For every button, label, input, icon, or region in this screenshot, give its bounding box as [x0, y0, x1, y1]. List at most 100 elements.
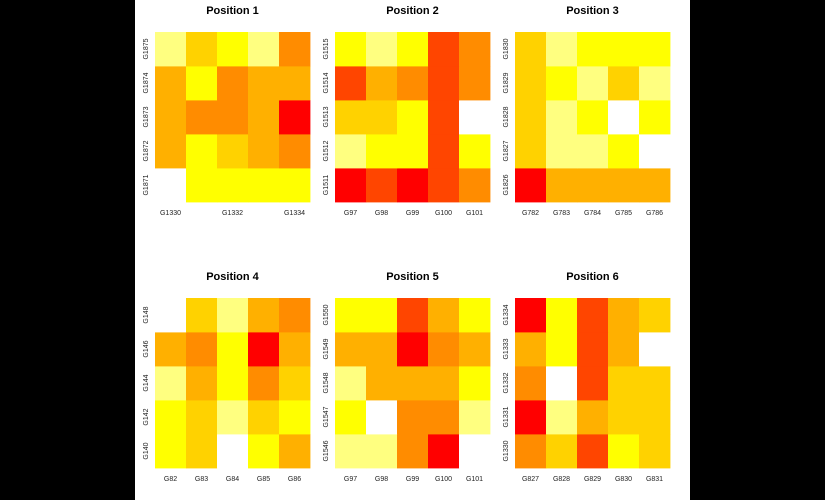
- heatmap-cell: [515, 100, 547, 135]
- heatmap-cell: [217, 66, 249, 101]
- heatmap-cell: [186, 134, 218, 169]
- heatmap-cell: [397, 66, 429, 101]
- y-tick-label: G1549: [323, 338, 330, 359]
- x-tick-label: G828: [553, 476, 570, 483]
- y-tick-label: G1873: [143, 106, 150, 127]
- heatmap-cell: [459, 332, 491, 367]
- heatmap-cell: [608, 366, 640, 401]
- y-tick-label: G1872: [143, 140, 150, 161]
- panel-title: Position 3: [566, 5, 619, 17]
- y-tick-label: G1546: [323, 440, 330, 461]
- heatmap-cell: [248, 434, 280, 469]
- panel-title: Position 2: [386, 5, 439, 17]
- heatmap-cell: [515, 332, 547, 367]
- x-tick-label: G1330: [160, 210, 181, 217]
- heatmap-cell: [639, 168, 671, 203]
- heatmap-cell: [155, 168, 187, 203]
- heatmap-cell: [186, 66, 218, 101]
- heatmap-cell: [186, 100, 218, 135]
- x-tick-label: G1332: [222, 210, 243, 217]
- heatmap-cell: [279, 32, 311, 67]
- heatmap-cell: [546, 332, 578, 367]
- heatmap-cell: [155, 366, 187, 401]
- heatmap-cell: [608, 298, 640, 333]
- heatmap-cell: [577, 100, 609, 135]
- heatmap-cell: [335, 168, 367, 203]
- heatmap-cell: [366, 134, 398, 169]
- heatmap-cell: [279, 100, 311, 135]
- heatmap-cell: [397, 298, 429, 333]
- heatmap-figure: Position 1 G1330 G1332 G1334 G1871 G1872 G1873…: [143, 5, 671, 483]
- y-tick-label: G1871: [143, 174, 150, 195]
- heatmap-cell: [397, 32, 429, 67]
- heatmap-cell: [546, 66, 578, 101]
- heatmap-cell: [546, 434, 578, 469]
- heatmap-cell: [397, 434, 429, 469]
- heatmap-cell: [608, 434, 640, 469]
- y-tick-label: G148: [143, 306, 150, 323]
- heatmap-cell: [428, 134, 460, 169]
- heatmap-cell: [155, 332, 187, 367]
- x-tick-label: G829: [584, 476, 601, 483]
- heatmap-cell: [248, 100, 280, 135]
- heatmap-cell: [428, 400, 460, 435]
- heatmap-cell: [459, 100, 491, 135]
- heatmap-cell: [186, 298, 218, 333]
- heatmap-cell: [217, 32, 249, 67]
- heatmap-cell: [397, 332, 429, 367]
- heatmap-cell: [248, 168, 280, 203]
- x-tick-label: G97: [344, 476, 357, 483]
- heatmap-cell: [515, 168, 547, 203]
- y-tick-label: G1830: [503, 38, 510, 59]
- heatmap-cell: [515, 32, 547, 67]
- heatmap-cell: [577, 434, 609, 469]
- heatmap-cell: [155, 400, 187, 435]
- y-tick-label: G144: [143, 374, 150, 391]
- heatmap-cell: [279, 134, 311, 169]
- y-tick-label: G142: [143, 408, 150, 425]
- y-tick-label: G1334: [503, 304, 510, 325]
- x-tick-label: G83: [195, 476, 208, 483]
- y-tick-label: G1515: [323, 38, 330, 59]
- heatmap-panel-3: Position 3 G782 G783 G784 G785 G786 G1826 G1827…: [503, 5, 671, 217]
- heatmap-cell: [366, 400, 398, 435]
- heatmap-cell: [428, 434, 460, 469]
- x-tick-label: G99: [406, 210, 419, 217]
- heatmap-cell: [577, 66, 609, 101]
- x-tick-label: G830: [615, 476, 632, 483]
- heatmap-cell: [546, 168, 578, 203]
- panel-title: Position 1: [206, 5, 259, 17]
- heatmap-cell: [217, 332, 249, 367]
- heatmap-cell: [639, 32, 671, 67]
- heatmap-cell: [428, 168, 460, 203]
- heatmap-panel-5: Position 5 G97 G98 G99 G100 G101 G1546 G1547 G15…: [323, 271, 491, 483]
- y-tick-label: G1550: [323, 304, 330, 325]
- heatmap-cell: [428, 32, 460, 67]
- heatmap-cell: [608, 332, 640, 367]
- heatmap-cell: [186, 332, 218, 367]
- heatmap-cell: [155, 66, 187, 101]
- heatmap-cell: [577, 332, 609, 367]
- y-tick-label: G1330: [503, 440, 510, 461]
- heatmap-cell: [366, 366, 398, 401]
- heatmap-cell: [279, 434, 311, 469]
- heatmap-cell: [248, 400, 280, 435]
- heatmap-cell: [459, 298, 491, 333]
- heatmap-cell: [217, 434, 249, 469]
- heatmap-cell: [397, 100, 429, 135]
- x-tick-label: G786: [646, 210, 663, 217]
- heatmap-cell: [546, 134, 578, 169]
- y-tick-label: G1332: [503, 372, 510, 393]
- heatmap-cell: [248, 32, 280, 67]
- heatmap-cell: [366, 32, 398, 67]
- heatmap-cell: [639, 134, 671, 169]
- heatmap-cell: [546, 400, 578, 435]
- heatmap-cell: [335, 32, 367, 67]
- heatmap-cell: [248, 298, 280, 333]
- heatmap-cell: [639, 366, 671, 401]
- heatmap-cell: [608, 100, 640, 135]
- heatmap-cell: [459, 434, 491, 469]
- heatmap-cell: [515, 66, 547, 101]
- heatmap-cell: [577, 366, 609, 401]
- heatmap-cell: [248, 332, 280, 367]
